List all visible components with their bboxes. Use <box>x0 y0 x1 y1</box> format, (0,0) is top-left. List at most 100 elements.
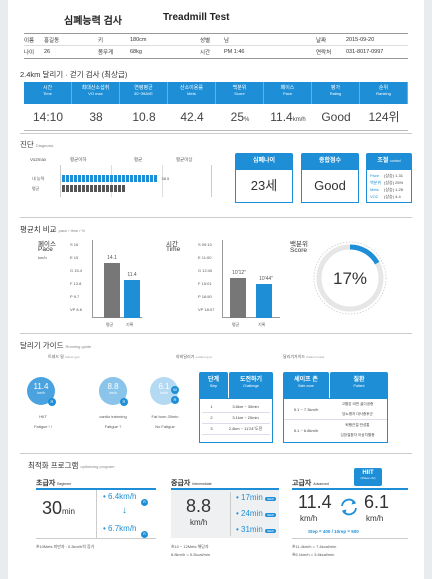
control-item-value: (상승) 25% <box>384 180 404 185</box>
control-item: 백분위 (상승) 25% <box>370 179 408 186</box>
test-col-title-en: Rating <box>329 91 342 97</box>
intermediate-divider <box>230 492 231 536</box>
indoor-gym-en: Indoor gym <box>64 355 80 359</box>
beginner-divider <box>96 490 97 538</box>
patient-conditions: 고혈압 비만 골다공증 당뇨병자 대사증후군 <box>328 399 387 419</box>
fatburn-note: No Fatigue <box>155 424 175 429</box>
test-col-title-en: VO max <box>88 91 103 97</box>
scale-mid: 평균 <box>134 157 143 162</box>
scale-high: 평균이상 <box>176 157 193 162</box>
beginner-duration: 30min <box>42 498 75 519</box>
intermediate-speed-unit: km/h <box>190 518 208 527</box>
info-label: 성별 <box>200 37 211 44</box>
patient-guide-text: 달리기가이드 <box>283 354 306 359</box>
time-average-value: 10'12" <box>232 270 246 277</box>
grade-label: G 12:40 <box>198 268 213 273</box>
pace-bar-label-me: 기록 <box>126 322 134 327</box>
percentile-donut: 17% <box>313 241 387 315</box>
test-col-header: 백분위 Score <box>216 82 264 104</box>
outdoor-gym-en: outdoor gym <box>195 355 213 359</box>
advanced-title-text: 고급자 <box>292 480 312 487</box>
test-value-unit: km/h <box>292 117 306 123</box>
test-col-header: 시간 Time <box>24 82 72 104</box>
grade-label: G 15.4 <box>70 268 83 273</box>
test-col-header: 산소이용률 Mets <box>168 82 216 104</box>
cardio-note: Fatigue ? <box>104 424 122 429</box>
beginner-rule <box>36 488 156 490</box>
pace-record-bar <box>124 279 140 318</box>
run-badge-icon: R <box>171 396 179 404</box>
control-item-value: (상승) 4.4 <box>384 194 401 199</box>
comparison-title-text: 평균치 비교 <box>20 225 57 234</box>
test-value-number: 124위 <box>368 110 400 124</box>
test-value-number: 42.4 <box>180 110 204 124</box>
intermediate-title: 중급자 Intermediate <box>171 478 212 488</box>
patient-title: 질환 <box>353 377 365 383</box>
comparison-title-en: pace / time / % <box>58 228 86 233</box>
safe-zone-row: 5.1 ~ 6.8km/h 퇴행관절 만성통 심장질환자 이상지혈증 <box>284 420 387 441</box>
control-item-name: Pace <box>370 173 380 178</box>
running-guide-title: 달리기 가이드 Running guide <box>20 340 91 351</box>
time-label: 시간 <box>166 241 178 248</box>
patient-condition: 고혈압 비만 골다공증 <box>341 402 374 406</box>
fatburn-name: Fat burn 30min <box>151 414 179 419</box>
hiit-speed-unit: km/h <box>37 391 45 395</box>
info-label: 이름 <box>24 37 35 44</box>
pace-label-en: Pace <box>38 246 53 253</box>
test-col-header: 최대산소섭취 VO max <box>72 82 120 104</box>
run-badge-icon: R <box>48 398 56 406</box>
section-divider <box>20 453 412 454</box>
new-tag: NEW <box>264 513 276 517</box>
test-col-title-en: Mets <box>187 91 196 97</box>
percentile-label: 백분위 <box>290 241 308 248</box>
control-item-value: (상승) 1.31 <box>384 173 403 178</box>
test-value-unit: % <box>244 117 250 123</box>
fatburn-speed-unit: km/h <box>160 391 168 395</box>
info-value: 남 <box>224 37 230 44</box>
run-badge-icon: R <box>141 531 148 538</box>
running-guide-title-text: 달리기 가이드 <box>20 341 64 350</box>
test-col-title-en: 30~39AVE <box>134 91 153 97</box>
info-label: 시간 <box>200 50 211 56</box>
step-challenge: 2.4km ~ 11'24"도전 <box>221 423 270 435</box>
intermediate-time-2-value: 24min <box>241 509 263 518</box>
advanced-low-unit: km/h <box>366 514 384 523</box>
percentile-label-en: Score <box>290 247 307 254</box>
cardio-speed-unit: km/h <box>109 391 117 395</box>
outdoor-gym-label: 야외달리기 outdoor gym <box>176 354 212 360</box>
diagnosis-title: 진단 Diagnosis <box>20 139 53 150</box>
test-col-title-en: Time <box>43 91 52 97</box>
step-challenge: 3.6km ~ 30min <box>221 401 270 413</box>
grade-label: F 15:01 <box>198 281 212 286</box>
test-col-value: 10.8 <box>120 104 168 130</box>
step-number: 1 <box>202 401 222 413</box>
advanced-note-1: ※11.4km/h = 7.4kcal/min <box>292 544 337 549</box>
control-item: Pace (상승) 1.31 <box>370 172 408 179</box>
test-col-title: 페이스 <box>280 85 295 91</box>
hiit-badge-label: HIIT <box>362 470 374 476</box>
time-record-bar <box>256 284 272 318</box>
beginner-top-speed-value: 6.4km/h <box>108 492 137 501</box>
grade-label: P 16:50 <box>198 294 212 299</box>
test-col-value: 42.4 <box>168 104 216 130</box>
patient-condition: 퇴행관절 만성통 <box>345 423 370 427</box>
step-challenge: 3.1km ~ 20min <box>221 412 270 424</box>
donut-outer-ring <box>313 241 387 315</box>
beginner-title-en: Beginner <box>57 482 72 486</box>
beginner-bottom-rule <box>36 538 156 539</box>
test-value-number: 14:10 <box>32 110 64 124</box>
challenge-title: 도전하기 <box>239 377 263 383</box>
pace-record-value: 11.4 <box>127 271 137 278</box>
intermediate-time-2: • 24min NEW <box>236 509 276 518</box>
challenge-title-en: Challenge <box>243 384 259 389</box>
test-col-title-en: Score <box>234 91 245 97</box>
donut-arc <box>316 244 384 312</box>
test-col-title: 최대산소섭취 <box>81 85 110 91</box>
patient-conditions: 퇴행관절 만성통 심장질환자 이상지혈증 <box>328 420 387 441</box>
control-title-en: control <box>390 159 401 163</box>
grade-label: S 09:10 <box>198 242 212 247</box>
step-row: 3 2.4km ~ 11'24"도전 <box>202 423 270 435</box>
fatburn-speed-value: 6.1 <box>158 382 170 391</box>
intermediate-time-3-value: 31min <box>241 525 263 534</box>
challenge-header: 도전하기 Challenge <box>229 372 273 398</box>
